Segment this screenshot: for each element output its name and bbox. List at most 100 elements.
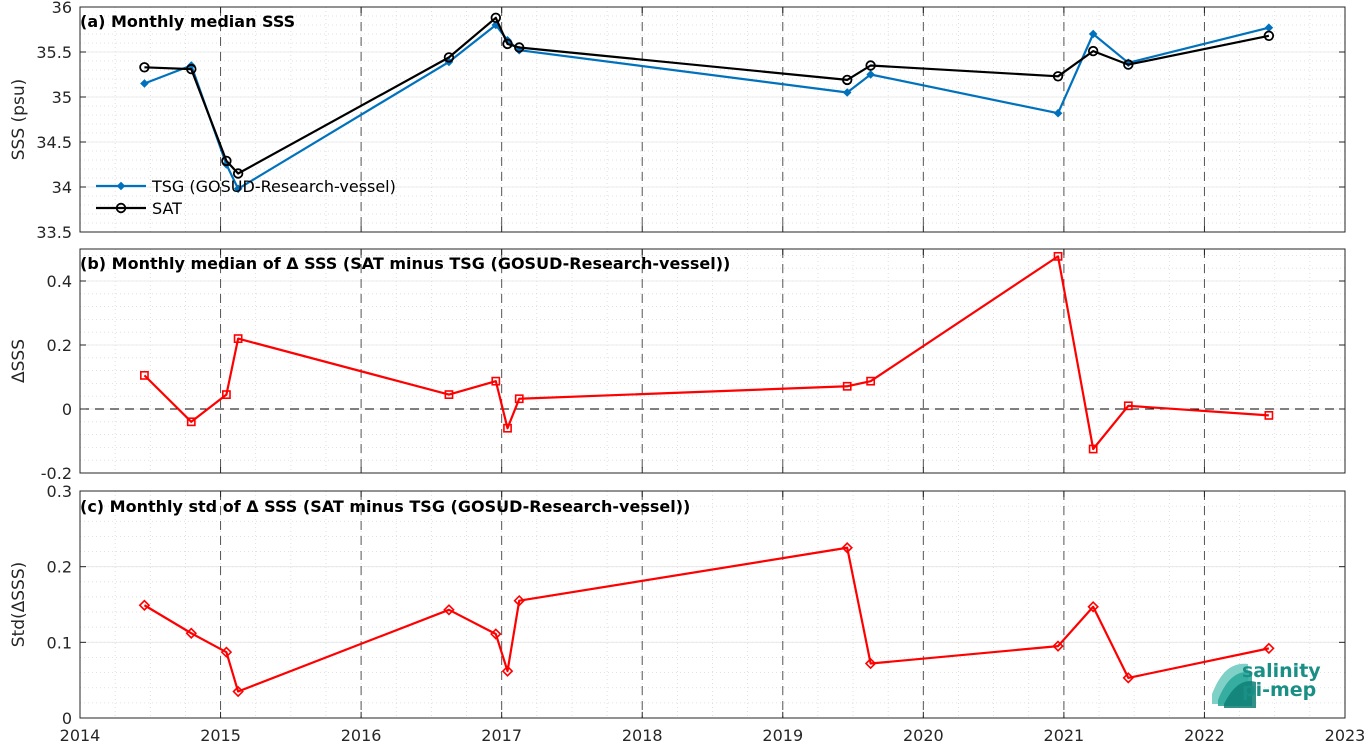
y-tick-label: 0.2 — [47, 558, 72, 577]
data-point — [222, 390, 231, 399]
data-point — [1122, 672, 1135, 684]
data-point — [233, 334, 243, 343]
axes-frame — [79, 490, 1346, 719]
logo-line1: salinity — [1242, 660, 1321, 682]
data-point — [220, 646, 233, 658]
data-point — [866, 376, 876, 386]
data-point — [1052, 71, 1064, 82]
data-point — [502, 38, 513, 50]
data-point — [1053, 108, 1063, 118]
data-point — [140, 370, 149, 380]
data-point — [1087, 45, 1099, 57]
chart-title: (c) Monthly std of Δ SSS (SAT minus TSG … — [80, 497, 690, 516]
axes-frame — [79, 6, 1346, 233]
chart-panel: 33.5 34 34.5 35 35.5 36 SSS (psu) (a) Monthly m… — [9, 0, 1346, 242]
x-tick-label: 2023 — [1325, 726, 1366, 745]
x-tick-label: 2021 — [1044, 726, 1085, 745]
y-axis-label: ΔSSS — [9, 339, 29, 383]
data-point — [503, 423, 512, 433]
y-tick-label: 35.5 — [36, 43, 72, 62]
data-point — [221, 155, 232, 167]
legend-label: SAT — [152, 199, 182, 218]
x-tick-label: 2020 — [903, 726, 944, 745]
chart-title: (a) Monthly median SSS — [80, 12, 295, 31]
data-point — [1087, 601, 1099, 613]
axes-frame — [79, 248, 1346, 474]
y-tick-label: 36 — [52, 0, 72, 17]
data-point — [1053, 251, 1063, 261]
y-tick-label: 0.1 — [47, 633, 72, 652]
data-point — [865, 60, 876, 71]
y-tick-label: 34 — [52, 178, 72, 197]
x-tick-label: 2014 — [60, 726, 101, 745]
data-point — [1263, 30, 1275, 42]
data-series — [139, 12, 1275, 179]
data-point — [514, 394, 524, 404]
x-tick-label: 2018 — [622, 726, 663, 745]
data-point — [140, 79, 149, 88]
data-point — [841, 542, 853, 554]
logo: salinity pi-mep — [1212, 660, 1321, 708]
chart-panel: 0 0.1 0.2 0.3 Std(ΔSSS) (c) Monthly std of Δ … — [9, 482, 1346, 728]
data-point — [443, 52, 455, 63]
y-tick-label: 0.3 — [47, 482, 72, 501]
data-point — [864, 657, 877, 670]
data-point — [233, 184, 243, 194]
x-tick-label: 2022 — [1184, 726, 1225, 745]
data-point — [186, 63, 197, 75]
data-series — [140, 251, 1274, 454]
data-point — [232, 168, 244, 179]
data-point — [490, 12, 502, 23]
x-tick-label: 2016 — [341, 726, 382, 745]
data-point — [514, 42, 525, 53]
data-point — [1123, 401, 1133, 411]
data-point — [186, 417, 196, 427]
data-point — [1088, 444, 1098, 454]
logo-wave-icon — [1224, 681, 1256, 708]
data-point — [444, 390, 454, 399]
y-tick-label: 0 — [62, 400, 72, 419]
x-tick-label: 2019 — [762, 726, 803, 745]
data-point — [139, 62, 150, 73]
data-point — [232, 685, 244, 698]
series-line — [144, 16, 1270, 175]
data-point — [842, 88, 852, 97]
data-point — [842, 381, 852, 391]
series-line — [143, 255, 1269, 451]
data-point — [1088, 29, 1098, 39]
y-tick-label: 34.5 — [36, 133, 72, 152]
y-tick-label: 35 — [52, 88, 72, 107]
data-point — [513, 594, 525, 607]
data-point — [1052, 640, 1064, 652]
data-point — [1263, 642, 1275, 655]
y-axis-label: SSS (psu) — [9, 79, 29, 160]
data-point — [115, 202, 127, 214]
y-tick-label: 0.4 — [47, 272, 72, 291]
data-point — [116, 181, 126, 191]
legend: TSG (GOSUD-Research-vessel) SAT — [96, 177, 396, 218]
legend-label: TSG (GOSUD-Research-vessel) — [151, 177, 396, 196]
data-point — [138, 599, 151, 611]
data-point — [501, 665, 514, 677]
data-point — [841, 74, 853, 86]
data-series — [138, 542, 1275, 698]
data-point — [866, 70, 875, 79]
x-tick-label: 2017 — [481, 726, 522, 745]
chart-title: (b) Monthly median of Δ SSS (SAT minus T… — [80, 254, 730, 273]
plot-area — [80, 491, 1345, 718]
data-point — [1123, 59, 1134, 70]
data-point — [490, 628, 502, 640]
data-point — [491, 376, 501, 386]
chart-panel: -0.2 0 0.2 0.4 ΔSSS (b) Monthly median of Δ S… — [9, 248, 1346, 483]
data-point — [1264, 410, 1274, 420]
y-tick-label: 33.5 — [36, 223, 72, 242]
x-tick-label: 2015 — [200, 726, 241, 745]
data-point — [443, 604, 455, 616]
data-point — [185, 627, 198, 639]
y-tick-label: -0.2 — [41, 464, 72, 483]
logo-line2: pi-mep — [1242, 679, 1316, 701]
y-tick-label: 0.2 — [47, 336, 72, 355]
series-line — [143, 546, 1270, 693]
y-axis-label: Std(ΔSSS) — [9, 562, 29, 648]
